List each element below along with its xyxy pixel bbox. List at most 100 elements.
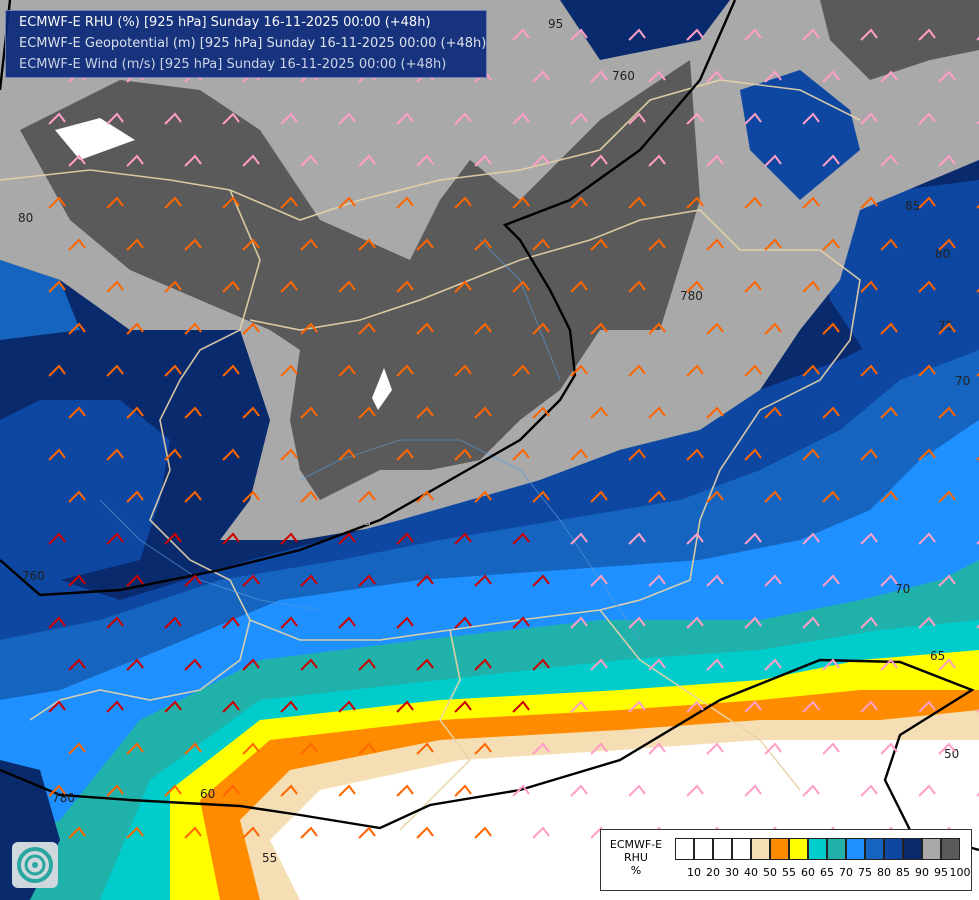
- wind-barb-icon: [570, 196, 588, 209]
- wind-barb-icon: [242, 322, 260, 335]
- wind-barb-icon: [68, 322, 86, 335]
- wind-barb-icon: [532, 490, 550, 503]
- wind-barb-icon: [126, 322, 144, 335]
- wind-barb-icon: [184, 154, 202, 167]
- wind-barb-icon: [532, 154, 550, 167]
- wind-barb-icon: [106, 280, 124, 293]
- legend-tick-label: 30: [725, 866, 739, 879]
- wind-barb-icon: [280, 280, 298, 293]
- wind-barb-icon: [68, 154, 86, 167]
- wind-barb-icon: [764, 658, 782, 671]
- wind-barb-icon: [512, 112, 530, 125]
- wind-barb-icon: [164, 616, 182, 629]
- wind-barb-icon: [416, 574, 434, 587]
- legend-tick-label: 65: [820, 866, 834, 879]
- wind-barb-icon: [822, 742, 840, 755]
- wind-barb-icon: [300, 574, 318, 587]
- wind-barb-icon: [338, 280, 356, 293]
- wind-barb-icon: [880, 574, 898, 587]
- wind-barb-icon: [416, 238, 434, 251]
- wind-barb-icon: [474, 658, 492, 671]
- wind-barb-icon: [512, 616, 530, 629]
- rhu-label: 65: [930, 649, 945, 663]
- legend-title: ECMWF-E RHU %: [609, 838, 663, 877]
- wind-barb-icon: [628, 196, 646, 209]
- rhu-contour-labels: 80 85 80 75 70 70 65 60 55 50 95 760 780…: [18, 17, 970, 865]
- wind-barb-icon: [648, 238, 666, 251]
- legend-tick-label: 80: [877, 866, 891, 879]
- rhu-legend: ECMWF-E RHU % 10 20 30 40 50 55 60 65 70 75 80 85 90…: [600, 829, 972, 891]
- wind-barb-icon: [338, 784, 356, 797]
- wind-barb-icon: [706, 322, 724, 335]
- legend-tick-label: 55: [782, 866, 796, 879]
- wind-barb-icon: [106, 364, 124, 377]
- wind-barb-icon: [744, 196, 762, 209]
- wind-barb-icon: [686, 532, 704, 545]
- wind-barb-icon: [358, 826, 376, 839]
- wind-barb-icon: [744, 616, 762, 629]
- wind-barb-icon: [532, 658, 550, 671]
- wind-barb-icon: [822, 658, 840, 671]
- wind-barb-icon: [512, 700, 530, 713]
- wind-barb-icon: [570, 364, 588, 377]
- legend-tick-label: 100: [949, 866, 971, 879]
- rhu-label: 60: [200, 787, 215, 801]
- wind-barb-icon: [280, 112, 298, 125]
- wind-barb-icon: [744, 784, 762, 797]
- wind-barb-icon: [396, 112, 414, 125]
- wind-barb-icon: [300, 238, 318, 251]
- wind-barb-icon: [48, 532, 66, 545]
- wind-barb-icon: [222, 448, 240, 461]
- wind-barb-icon: [512, 364, 530, 377]
- wind-barb-icon: [106, 112, 124, 125]
- rhu-label: 50: [944, 747, 959, 761]
- wind-barb-icon: [764, 742, 782, 755]
- legend-swatch: [789, 838, 808, 860]
- wind-barb-icon: [222, 280, 240, 293]
- wind-barb-icon: [396, 532, 414, 545]
- wind-barb-icon: [822, 70, 840, 83]
- place-label: Tolna: [339, 514, 371, 528]
- wind-barb-icon: [454, 364, 472, 377]
- rhu-label: 95: [548, 17, 563, 31]
- legend-tick-label: 70: [839, 866, 853, 879]
- wind-barb-icon: [358, 406, 376, 419]
- wind-barb-icon: [880, 490, 898, 503]
- wind-barb-icon: [454, 616, 472, 629]
- wind-barb-icon: [764, 70, 782, 83]
- wind-barb-icon: [126, 154, 144, 167]
- wind-barb-icon: [184, 322, 202, 335]
- legend-tick-label: 60: [801, 866, 815, 879]
- wind-barb-icon: [918, 196, 936, 209]
- wind-barb-icon: [454, 448, 472, 461]
- wind-barb-icon: [222, 112, 240, 125]
- wind-barb-icon: [164, 196, 182, 209]
- wind-barb-icon: [512, 280, 530, 293]
- wind-barb-icon: [126, 574, 144, 587]
- wind-barb-icon: [570, 700, 588, 713]
- wind-barb-icon: [164, 364, 182, 377]
- wind-barb-icon: [822, 154, 840, 167]
- wind-barb-icon: [164, 112, 182, 125]
- wind-barb-icon: [570, 532, 588, 545]
- wind-barb-icon: [938, 574, 956, 587]
- wind-barb-icon: [860, 280, 878, 293]
- wind-barb-icon: [918, 364, 936, 377]
- legend-swatch: [675, 838, 694, 860]
- wind-barb-icon: [222, 616, 240, 629]
- wind-barb-icon: [280, 532, 298, 545]
- wind-barb-icon: [396, 700, 414, 713]
- swirl-logo-icon: [12, 842, 58, 888]
- wind-barb-icon: [802, 364, 820, 377]
- wind-barb-icon: [68, 574, 86, 587]
- wind-barb-icon: [860, 784, 878, 797]
- wind-barb-icon: [764, 490, 782, 503]
- wind-barb-icon: [222, 364, 240, 377]
- legend-swatch: [903, 838, 922, 860]
- wind-barb-icon: [860, 616, 878, 629]
- wind-barb-icon: [184, 574, 202, 587]
- wind-barb-icon: [164, 280, 182, 293]
- wind-barb-icon: [300, 490, 318, 503]
- wind-barb-icon: [532, 406, 550, 419]
